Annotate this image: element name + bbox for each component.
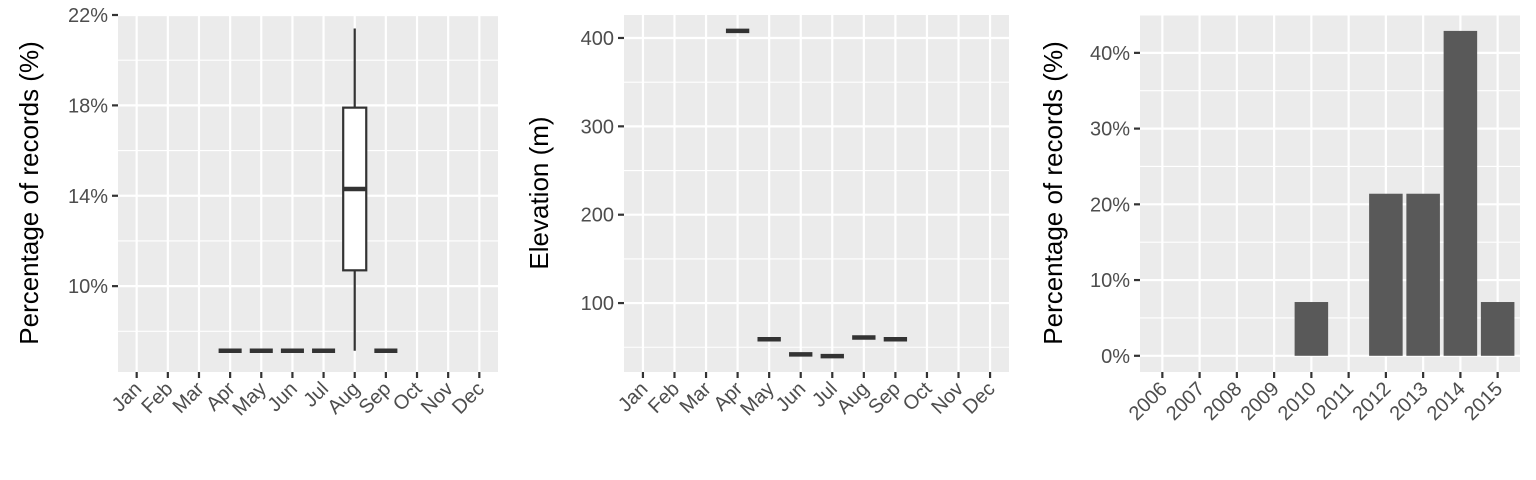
x-tick-label: Sep	[864, 378, 905, 419]
chart-panel-1: 10%14%18%22%JanFebMarAprMayJunJulAugSepO…	[14, 5, 498, 420]
x-tick-label: Dec	[448, 378, 489, 419]
x-tick-label: Aug	[833, 378, 874, 419]
bar-2014	[1443, 30, 1478, 356]
x-tick-label: Feb	[644, 378, 684, 418]
y-tick-label: 100	[581, 293, 614, 315]
y-tick-label: 30%	[1090, 119, 1130, 141]
x-tick-label: 2014	[1423, 378, 1470, 425]
y-tick-label: 0%	[1101, 346, 1130, 368]
x-tick-label: Jan	[108, 378, 146, 416]
x-tick-label: 2012	[1348, 378, 1395, 425]
y-axis-title: Percentage of records (%)	[14, 41, 44, 344]
chart-panel-3: 0%10%20%30%40%20062007200820092010201120…	[1038, 14, 1520, 425]
y-tick-label: 10%	[1090, 270, 1130, 292]
x-tick-label: Nov	[927, 378, 968, 419]
y-tick-label: 20%	[1090, 194, 1130, 216]
x-tick-label: 2009	[1237, 378, 1284, 425]
bar-2012	[1369, 193, 1403, 356]
chart-panel-2: 100200300400JanFebMarAprMayJunJulAugSepO…	[524, 15, 1009, 420]
x-tick-label: 2011	[1312, 378, 1358, 424]
x-tick-label: 2013	[1386, 378, 1433, 425]
x-tick-label: Oct	[389, 378, 427, 416]
x-tick-label: Mar	[169, 378, 209, 418]
bar-2010	[1294, 302, 1329, 356]
panel-background	[118, 15, 498, 372]
x-tick-label: Jun	[772, 378, 810, 416]
x-tick-label: 2010	[1274, 378, 1321, 425]
y-tick-label: 200	[581, 205, 614, 227]
bar-2013	[1406, 193, 1440, 356]
bar-2015	[1480, 302, 1515, 356]
x-tick-label: Oct	[899, 378, 937, 416]
y-tick-label: 400	[581, 28, 614, 50]
y-tick-label: 18%	[68, 95, 108, 117]
y-axis-title: Percentage of records (%)	[1038, 41, 1068, 344]
y-tick-label: 10%	[68, 276, 108, 298]
x-tick-label: Jun	[264, 378, 302, 416]
box-aug	[342, 28, 368, 351]
x-tick-label: 2007	[1162, 378, 1209, 425]
y-axis-title: Elevation (m)	[524, 116, 554, 269]
x-tick-label: Jan	[614, 378, 652, 416]
y-tick-label: 300	[581, 116, 614, 138]
panel-background	[624, 15, 1009, 372]
y-tick-label: 40%	[1090, 43, 1130, 65]
x-tick-label: Feb	[137, 378, 177, 418]
y-tick-label: 22%	[68, 5, 108, 27]
x-tick-label: 2006	[1125, 378, 1172, 425]
y-tick-label: 14%	[68, 186, 108, 208]
x-tick-label: 2008	[1199, 378, 1246, 425]
x-tick-label: 2015	[1460, 378, 1507, 425]
x-tick-label: Dec	[959, 378, 1000, 419]
x-tick-label: Mar	[676, 378, 716, 418]
